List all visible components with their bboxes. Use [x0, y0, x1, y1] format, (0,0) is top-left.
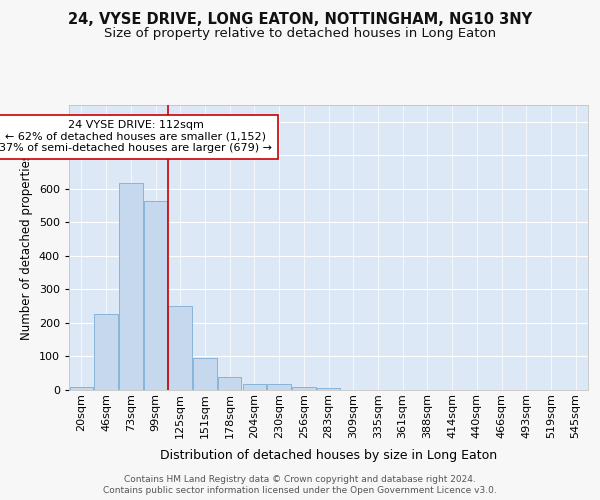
X-axis label: Distribution of detached houses by size in Long Eaton: Distribution of detached houses by size …	[160, 449, 497, 462]
Bar	[268, 384, 291, 390]
Bar	[144, 200, 167, 390]
Bar	[242, 384, 266, 390]
Bar	[169, 306, 192, 390]
Bar	[218, 376, 241, 390]
Bar	[292, 386, 316, 390]
Text: 24, VYSE DRIVE, LONG EATON, NOTTINGHAM, NG10 3NY: 24, VYSE DRIVE, LONG EATON, NOTTINGHAM, …	[68, 12, 532, 28]
Bar	[193, 358, 217, 390]
Text: Contains public sector information licensed under the Open Government Licence v3: Contains public sector information licen…	[103, 486, 497, 495]
Bar	[70, 388, 93, 390]
Bar	[119, 183, 143, 390]
Y-axis label: Number of detached properties: Number of detached properties	[20, 154, 33, 340]
Text: 24 VYSE DRIVE: 112sqm
← 62% of detached houses are smaller (1,152)
37% of semi-d: 24 VYSE DRIVE: 112sqm ← 62% of detached …	[0, 120, 272, 154]
Text: Size of property relative to detached houses in Long Eaton: Size of property relative to detached ho…	[104, 28, 496, 40]
Text: Contains HM Land Registry data © Crown copyright and database right 2024.: Contains HM Land Registry data © Crown c…	[124, 475, 476, 484]
Bar	[317, 388, 340, 390]
Bar	[94, 314, 118, 390]
